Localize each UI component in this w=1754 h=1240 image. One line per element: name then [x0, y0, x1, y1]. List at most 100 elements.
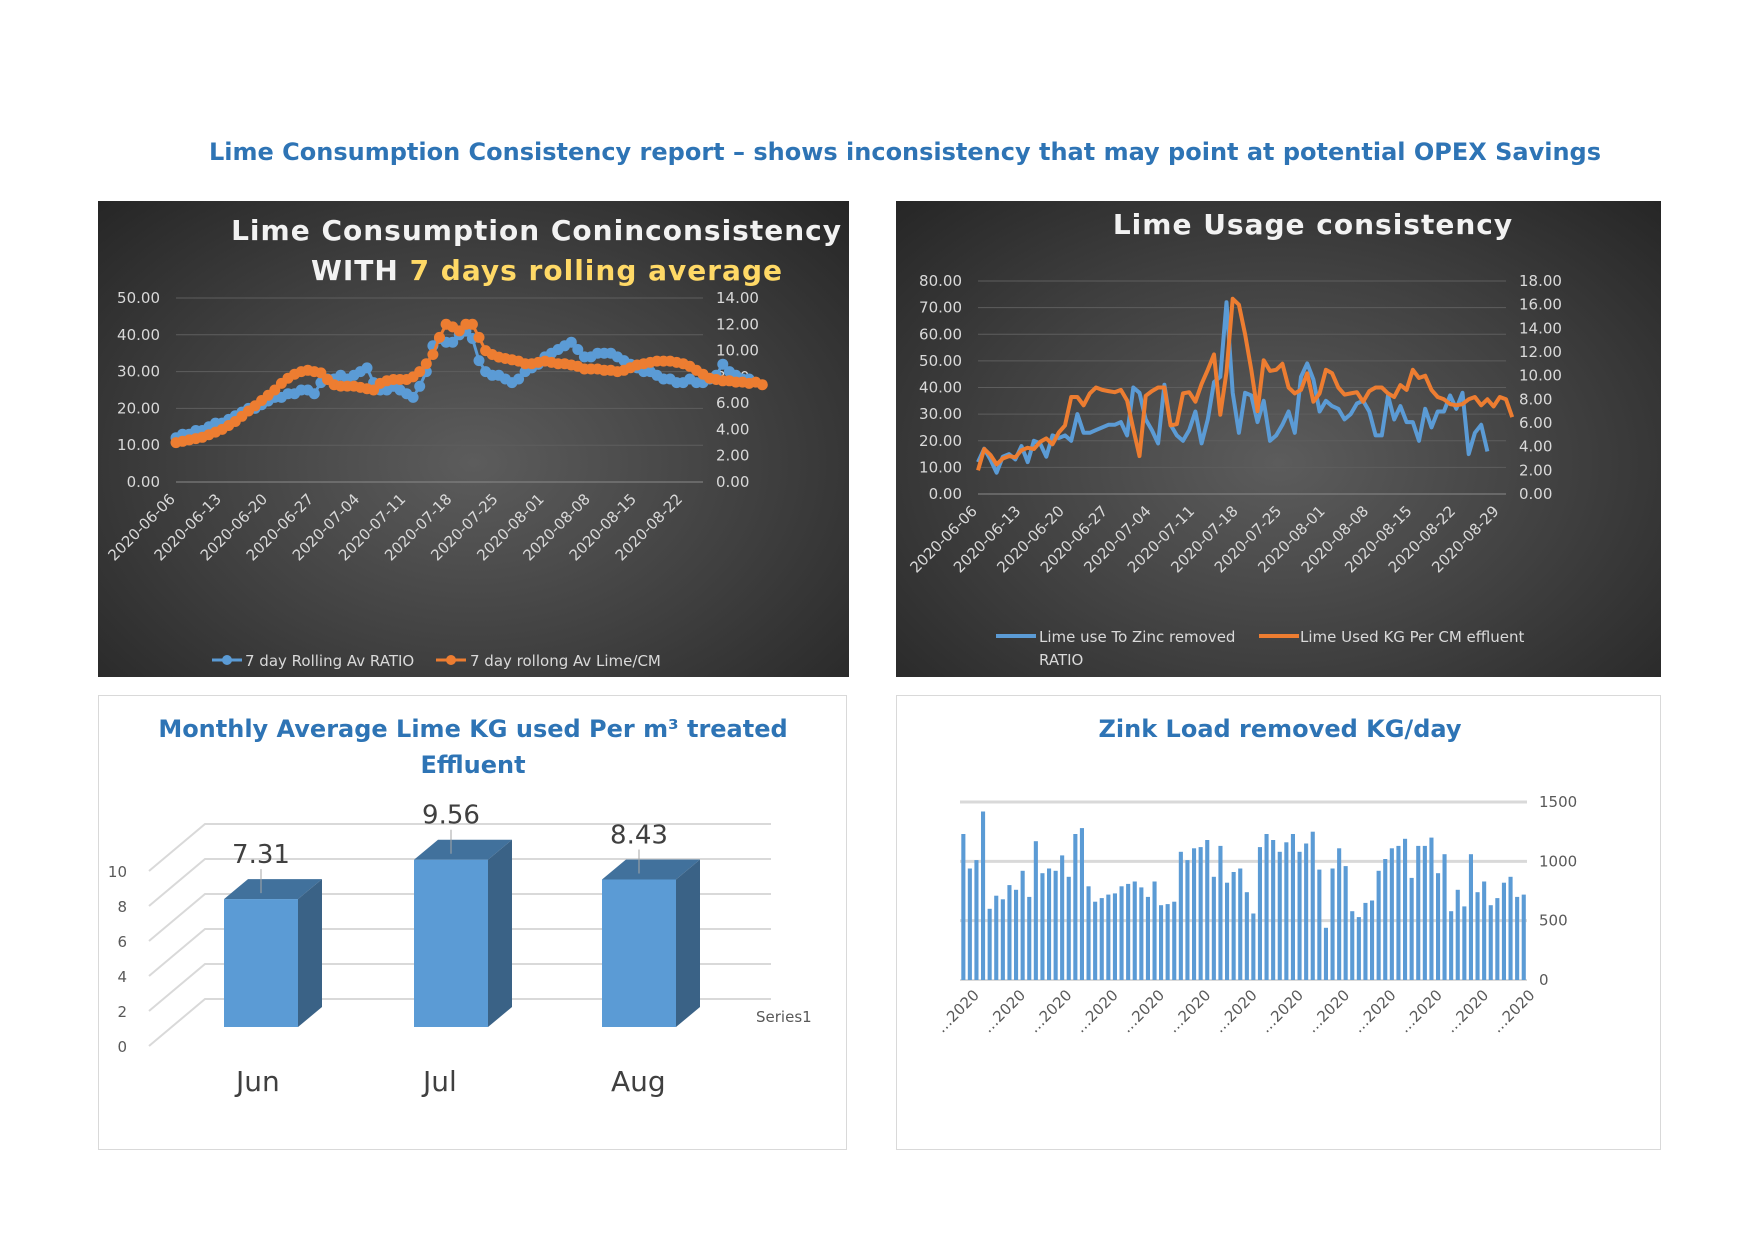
bar	[981, 811, 986, 980]
bar	[1350, 911, 1355, 980]
data-point	[756, 379, 768, 391]
y-left-tick-label: 30.00	[919, 405, 962, 423]
data-point	[414, 366, 426, 378]
bar	[1370, 900, 1375, 980]
data-point	[414, 380, 426, 392]
data-point	[565, 336, 577, 348]
y-tick-label: 6	[117, 933, 127, 951]
bar	[1482, 881, 1487, 980]
bar	[1515, 896, 1520, 980]
legend-label: Lime use To Zinc removed	[1039, 628, 1235, 646]
bar	[1000, 899, 1005, 980]
bar	[1126, 883, 1131, 980]
report-title: Lime Consumption Consistency report – sh…	[208, 138, 1602, 166]
y-right-tick-label: 4.00	[1519, 438, 1552, 456]
x-tick-label: …2020	[979, 986, 1029, 1036]
y-left-tick-label: 50.00	[117, 289, 160, 307]
bar	[1145, 896, 1150, 980]
bar	[1462, 906, 1467, 980]
chart1-title-line2: WITH 7 days rolling average	[311, 254, 783, 287]
bar	[1396, 845, 1401, 980]
bar	[1403, 838, 1408, 980]
data-point	[466, 318, 478, 330]
y-right-tick-label: 10.00	[716, 342, 759, 360]
y-right-tick-label: 4.00	[716, 420, 749, 438]
bar	[1225, 882, 1230, 980]
chart2-title: Lime Usage consistency	[1113, 208, 1513, 241]
bar	[1284, 842, 1289, 980]
bar	[1363, 902, 1368, 980]
y-left-tick-label: 80.00	[919, 272, 962, 290]
x-tick-label: …2020	[1118, 986, 1168, 1036]
y-tick-label: 8	[117, 898, 127, 916]
bar	[1323, 927, 1328, 980]
y-right-tick-label: 6.00	[1519, 414, 1552, 432]
x-category-label: Aug	[611, 1065, 666, 1098]
bar	[1172, 901, 1177, 980]
y-right-tick-label: 10.00	[1519, 367, 1562, 385]
bar	[1501, 882, 1506, 980]
x-tick-label: …2020	[1071, 986, 1121, 1036]
bar	[1198, 847, 1203, 980]
gridline	[148, 823, 771, 872]
chart1-title-line1: Lime Consumption Coninconsistency	[231, 214, 842, 247]
data-label: 7.31	[232, 840, 290, 870]
y-right-tick-label: 6.00	[716, 394, 749, 412]
data-point	[447, 336, 459, 348]
y-tick-label: 1000	[1539, 852, 1577, 870]
bar-aug	[602, 879, 676, 1027]
series-line-2	[976, 296, 1515, 471]
bar	[1442, 854, 1447, 980]
bar	[1383, 859, 1388, 980]
y-left-tick-label: 10.00	[117, 436, 160, 454]
y-left-tick-label: 0.00	[127, 473, 160, 491]
y-left-tick-label: 40.00	[919, 379, 962, 397]
zink-load-chart: Zink Load removed KG/day 0 500 1000 1500 …20…	[896, 695, 1661, 1150]
x-tick-label: …2020	[1396, 986, 1446, 1036]
data-point	[717, 358, 729, 370]
bar	[1040, 873, 1045, 980]
bar	[1139, 887, 1144, 980]
bar	[1178, 851, 1183, 980]
bar	[1119, 886, 1124, 980]
bar	[1053, 870, 1058, 980]
legend-label: 7 day rollong Av Lime/CM	[470, 652, 661, 670]
bar	[1376, 870, 1381, 980]
x-tick-label: …2020	[1442, 986, 1492, 1036]
bar	[1238, 868, 1243, 980]
y-right-tick-label: 0.00	[716, 473, 749, 491]
y-left-tick-label: 50.00	[919, 352, 962, 370]
x-tick-label: …2020	[1025, 986, 1075, 1036]
data-point	[473, 355, 485, 367]
bar	[1086, 886, 1091, 980]
bar	[1422, 845, 1427, 980]
bar	[1211, 876, 1216, 980]
bar	[1165, 904, 1170, 980]
bar	[1218, 845, 1223, 980]
data-label: 9.56	[422, 801, 480, 831]
bar	[1033, 841, 1038, 980]
bar-side	[298, 879, 322, 1027]
bar	[1416, 845, 1421, 980]
bar	[1297, 851, 1302, 980]
bar	[1106, 894, 1111, 980]
data-label: 8.43	[610, 820, 668, 850]
y-tick-label: 500	[1539, 912, 1568, 930]
gridline	[148, 963, 771, 1012]
y-right-tick-label: 14.00	[1519, 319, 1562, 337]
y-right-tick-label: 12.00	[1519, 343, 1562, 361]
bar	[1073, 834, 1078, 980]
bar	[1244, 892, 1249, 980]
gridline	[148, 893, 771, 942]
bar	[1047, 868, 1052, 980]
bar-side	[676, 859, 700, 1027]
x-tick-label: …2020	[1257, 986, 1307, 1036]
bar-top	[602, 859, 700, 880]
bar-top	[224, 879, 322, 900]
bar	[987, 908, 992, 980]
series-line-1	[976, 300, 1490, 475]
y-right-tick-label: 16.00	[1519, 296, 1562, 314]
bar	[1132, 881, 1137, 980]
bar	[1185, 860, 1190, 980]
bar	[1079, 828, 1084, 980]
